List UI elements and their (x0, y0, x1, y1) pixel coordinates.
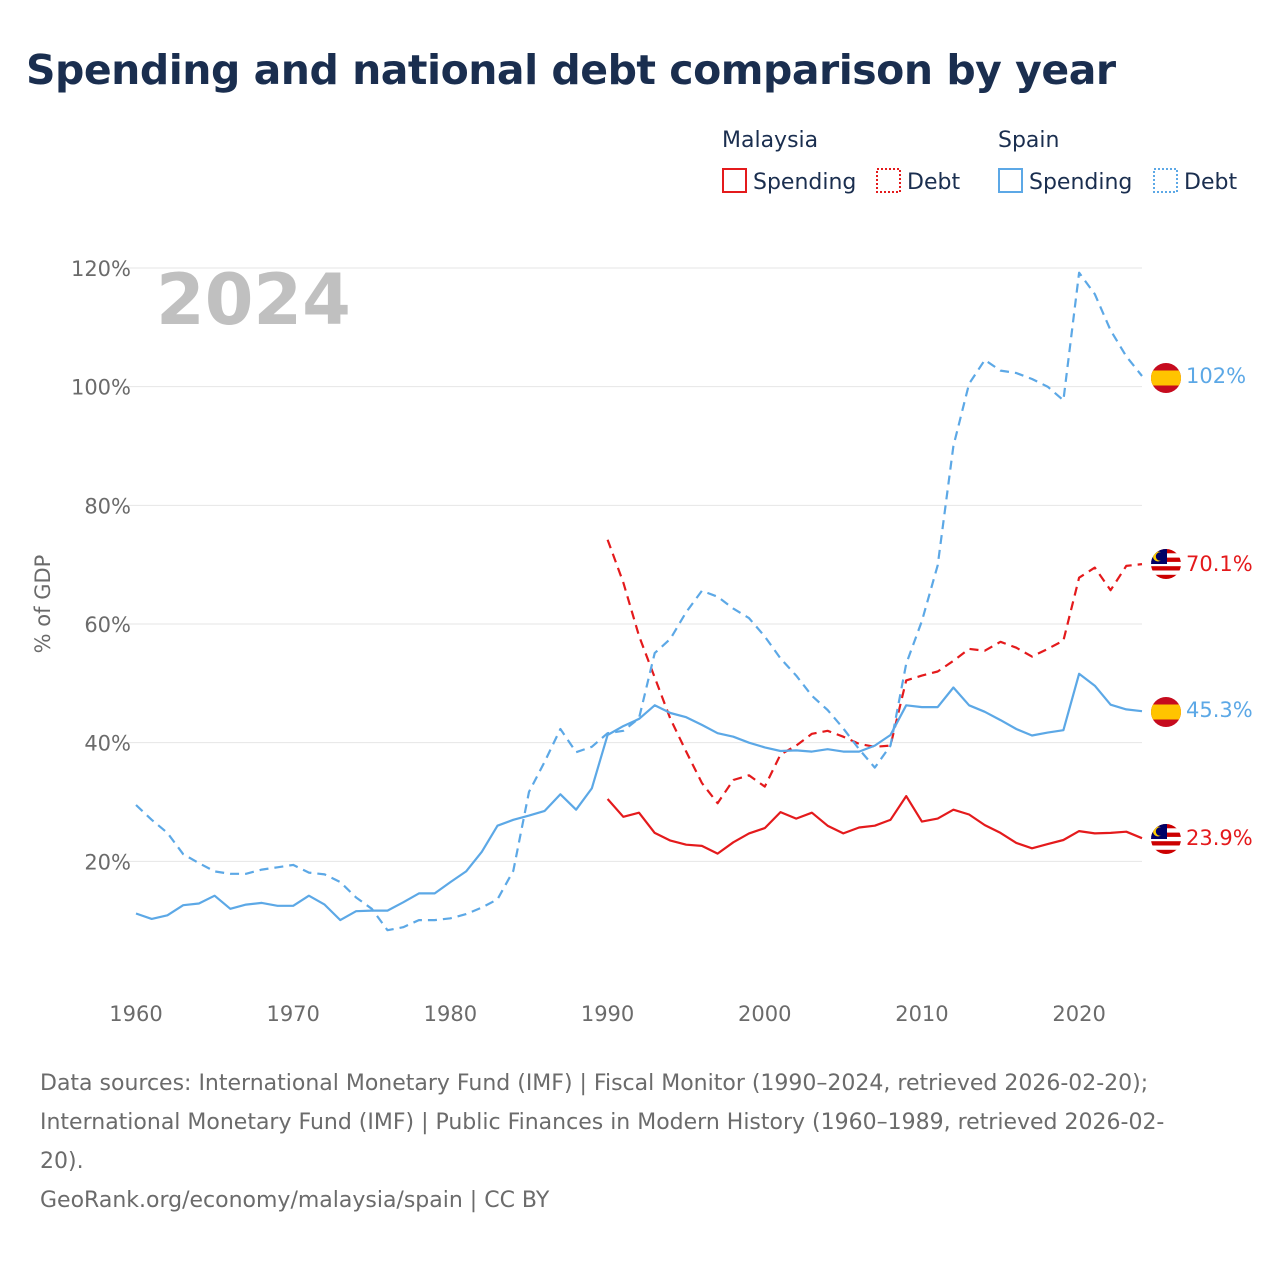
series-lines (135, 271, 1143, 932)
legend-group-spain: Spain (998, 128, 1059, 153)
end-label-spain-debt: 102% (1186, 364, 1246, 388)
x-tick-label: 2000 (738, 1002, 791, 1026)
flag-spain-spending (1151, 697, 1181, 727)
source-line-1: Data sources: International Monetary Fun… (40, 1071, 1149, 1096)
x-axis-ticks: 1960 1970 1980 1990 2000 2010 2020 (109, 1002, 1106, 1026)
x-tick-label: 1980 (424, 1002, 477, 1026)
x-tick-label: 1970 (266, 1002, 319, 1026)
flag-malaysia-spending (1151, 824, 1181, 854)
flag-malaysia-debt (1151, 549, 1181, 579)
source-line-2: International Monetary Fund (IMF) | Publ… (40, 1110, 1165, 1135)
y-tick-label: 40% (84, 732, 131, 756)
legend-item-spain-debt: Debt (1184, 170, 1237, 195)
chart-title: Spending and national debt comparison by… (26, 46, 1116, 94)
legend-swatch-spain-spending (998, 168, 1023, 193)
y-tick-label: 120% (71, 257, 131, 281)
y-tick-label: 100% (71, 376, 131, 400)
series-line-malaysia-spending (606, 795, 1143, 855)
end-label-spain-spending: 45.3% (1186, 698, 1253, 722)
chart-canvas: Malaysia Spending Debt Spain Spending De… (31, 128, 1253, 1026)
source-line-3: 20). (40, 1149, 84, 1174)
x-tick-label: 1990 (581, 1002, 634, 1026)
footer-link[interactable]: GeoRank.org/economy/malaysia/spain | CC … (40, 1188, 550, 1213)
legend: Malaysia Spending Debt Spain Spending De… (722, 128, 1237, 195)
series-line-spain-debt (135, 271, 1143, 932)
highlight-year: 2024 (156, 259, 351, 341)
flag-spain-debt (1151, 363, 1181, 393)
legend-group-malaysia: Malaysia (722, 128, 818, 153)
legend-item-spain-spending: Spending (1029, 170, 1132, 195)
legend-item-malaysia-debt: Debt (907, 170, 960, 195)
grid (126, 267, 1142, 862)
y-tick-label: 20% (84, 850, 131, 874)
x-tick-label: 2020 (1052, 1002, 1105, 1026)
y-tick-label: 80% (84, 494, 131, 518)
legend-swatch-malaysia-debt (876, 168, 901, 193)
legend-swatch-spain-debt (1153, 168, 1178, 193)
end-label-malaysia-spending: 23.9% (1186, 826, 1253, 850)
legend-swatch-malaysia-spending (722, 168, 747, 193)
y-axis-ticks: 20% 40% 60% 80% 100% 120% (71, 257, 131, 874)
series-line-spain-spending (135, 672, 1143, 922)
y-tick-label: 60% (84, 613, 131, 637)
x-tick-label: 2010 (895, 1002, 948, 1026)
x-tick-label: 1960 (109, 1002, 162, 1026)
legend-item-malaysia-spending: Spending (753, 170, 856, 195)
end-label-malaysia-debt: 70.1% (1186, 552, 1253, 576)
y-axis-label: % of GDP (31, 555, 55, 654)
series-line-malaysia-debt (606, 539, 1143, 805)
footer: Data sources: International Monetary Fun… (40, 1064, 1240, 1220)
